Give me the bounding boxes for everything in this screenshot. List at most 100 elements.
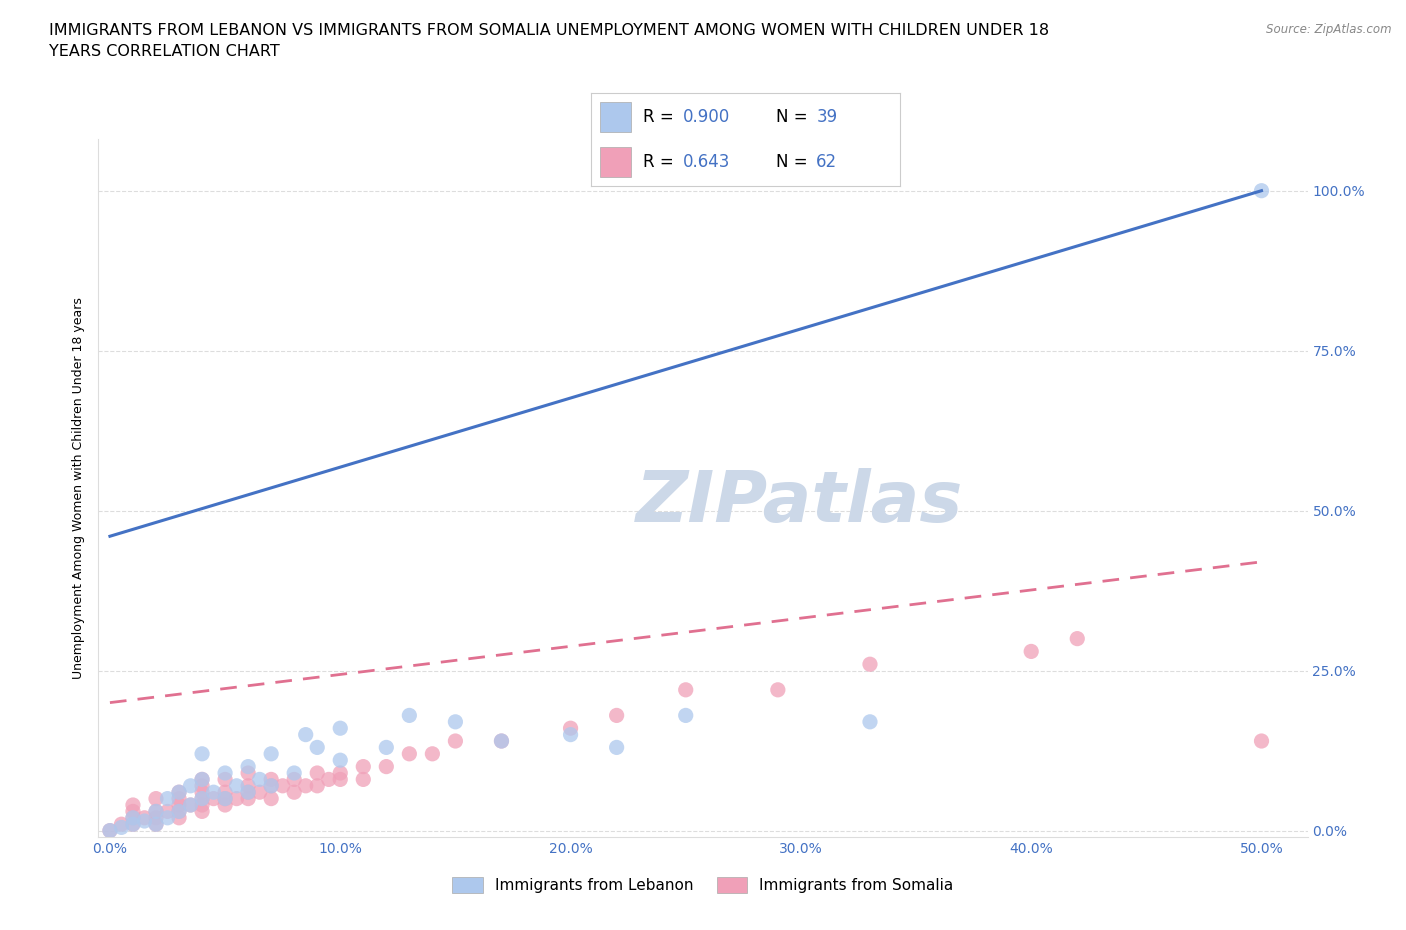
Point xyxy=(236,791,259,806)
Point xyxy=(1250,183,1272,198)
Point xyxy=(167,804,190,818)
Point xyxy=(375,740,398,755)
Point xyxy=(444,734,467,749)
Point xyxy=(375,759,398,774)
Point xyxy=(122,817,145,831)
Point xyxy=(191,798,214,813)
Point xyxy=(156,791,179,806)
Point xyxy=(766,683,789,698)
Point xyxy=(191,785,214,800)
Point xyxy=(329,765,352,780)
Point xyxy=(249,785,271,800)
Text: 39: 39 xyxy=(817,108,838,126)
Point xyxy=(236,785,259,800)
Point xyxy=(191,791,214,806)
Point xyxy=(122,798,145,813)
Point xyxy=(145,791,167,806)
Point xyxy=(145,810,167,825)
Point xyxy=(134,810,156,825)
Point xyxy=(145,817,167,831)
Point xyxy=(398,708,420,723)
Point xyxy=(329,721,352,736)
Point xyxy=(307,778,329,793)
Point xyxy=(134,814,156,829)
Point xyxy=(398,747,420,762)
Point xyxy=(318,772,340,787)
Point xyxy=(202,791,225,806)
Text: N =: N = xyxy=(776,153,813,171)
Point xyxy=(1250,734,1272,749)
Point xyxy=(225,791,247,806)
Point xyxy=(214,798,236,813)
Point xyxy=(191,791,214,806)
Text: YEARS CORRELATION CHART: YEARS CORRELATION CHART xyxy=(49,44,280,59)
Point xyxy=(191,804,214,818)
Point xyxy=(236,785,259,800)
Point xyxy=(260,747,283,762)
Point xyxy=(859,657,882,671)
Point xyxy=(167,798,190,813)
Text: ZIPatlas: ZIPatlas xyxy=(636,468,963,537)
Point xyxy=(122,810,145,825)
Point xyxy=(560,721,582,736)
Point xyxy=(156,804,179,818)
Point xyxy=(122,817,145,831)
Point xyxy=(191,772,214,787)
Y-axis label: Unemployment Among Women with Children Under 18 years: Unemployment Among Women with Children U… xyxy=(72,298,86,679)
Point xyxy=(307,765,329,780)
Point xyxy=(156,810,179,825)
Point xyxy=(180,798,202,813)
Point xyxy=(260,778,283,793)
Point xyxy=(329,772,352,787)
Point xyxy=(294,727,316,742)
Point xyxy=(110,820,132,835)
Point xyxy=(283,785,305,800)
Point xyxy=(214,791,236,806)
Point xyxy=(422,747,444,762)
Point xyxy=(260,778,283,793)
Legend: Immigrants from Lebanon, Immigrants from Somalia: Immigrants from Lebanon, Immigrants from… xyxy=(446,870,960,899)
Point xyxy=(444,714,467,729)
Point xyxy=(271,778,294,793)
Point xyxy=(202,785,225,800)
Text: R =: R = xyxy=(643,108,679,126)
FancyBboxPatch shape xyxy=(600,147,631,177)
Point xyxy=(560,727,582,742)
Point xyxy=(236,765,259,780)
Point xyxy=(329,752,352,767)
Point xyxy=(675,683,697,698)
Point xyxy=(122,810,145,825)
FancyBboxPatch shape xyxy=(600,102,631,132)
Text: 0.900: 0.900 xyxy=(683,108,731,126)
Point xyxy=(98,823,121,838)
Point xyxy=(167,804,190,818)
Point xyxy=(859,714,882,729)
Point xyxy=(307,740,329,755)
Point xyxy=(167,791,190,806)
Point xyxy=(236,759,259,774)
Text: R =: R = xyxy=(643,153,679,171)
Text: N =: N = xyxy=(776,108,813,126)
Point xyxy=(1066,631,1088,646)
Point xyxy=(225,778,247,793)
Point xyxy=(491,734,513,749)
Point xyxy=(214,772,236,787)
Point xyxy=(180,798,202,813)
Point xyxy=(294,778,316,793)
Point xyxy=(352,772,374,787)
Point xyxy=(214,791,236,806)
Point xyxy=(352,759,374,774)
Point xyxy=(214,785,236,800)
Point xyxy=(191,772,214,787)
Point xyxy=(145,817,167,831)
Point xyxy=(606,740,628,755)
Point xyxy=(180,778,202,793)
Point xyxy=(214,765,236,780)
Point xyxy=(249,772,271,787)
Point xyxy=(491,734,513,749)
Point xyxy=(122,804,145,818)
Point xyxy=(260,772,283,787)
Text: IMMIGRANTS FROM LEBANON VS IMMIGRANTS FROM SOMALIA UNEMPLOYMENT AMONG WOMEN WITH: IMMIGRANTS FROM LEBANON VS IMMIGRANTS FR… xyxy=(49,23,1049,38)
Point xyxy=(283,765,305,780)
Point xyxy=(145,804,167,818)
